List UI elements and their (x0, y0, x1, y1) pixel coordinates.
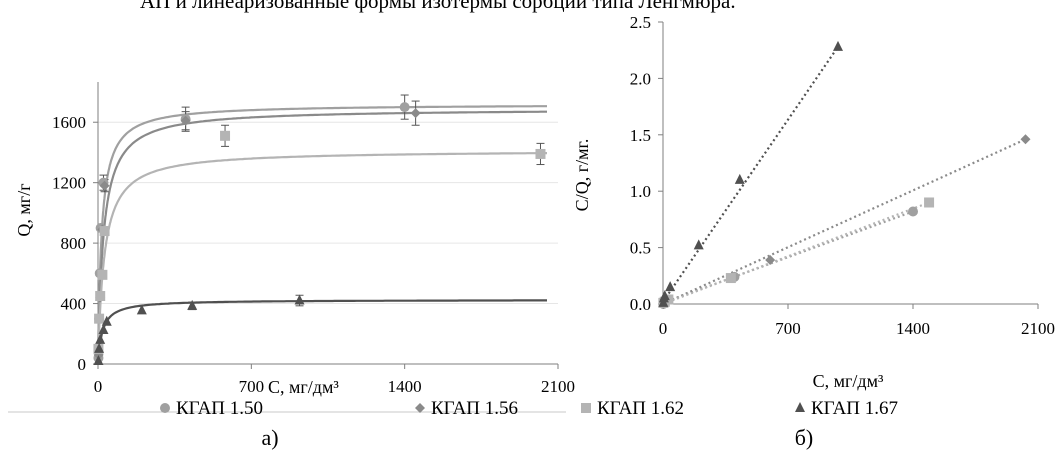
panel-a-label: а) (261, 425, 278, 450)
legend-label: КГАП 1.62 (597, 398, 684, 419)
a-data-point (95, 291, 105, 301)
legend-label: КГАП 1.56 (431, 398, 518, 419)
a-fit-curve (98, 106, 547, 364)
legend-item: КГАП 1.67 (795, 398, 898, 419)
b-x-tick-label: 2100 (1021, 319, 1055, 338)
a-data-point (100, 226, 110, 236)
b-data-point (924, 197, 934, 207)
b-data-point (908, 207, 918, 217)
b-data-point (833, 41, 843, 51)
a-y-tick-label: 400 (61, 295, 87, 314)
a-fit-curve (98, 112, 547, 364)
chart-b: 0.0 0.5 1.0 1.5 2.0 2.5 0 700 1400 2100 С/Q, г/мг… (572, 13, 1055, 450)
a-x-axis-label: С, мг/дм³ (268, 377, 339, 397)
a-data-point (94, 314, 104, 324)
a-y-tick-label: 1600 (52, 113, 86, 132)
b-y-tick-label: 2.0 (630, 69, 651, 88)
b-data-point (1021, 134, 1031, 144)
b-x-tick-label: 1400 (896, 319, 930, 338)
b-data-point (726, 273, 736, 283)
a-fit-curve (98, 153, 547, 364)
legend-item: КГАП 1.62 (581, 398, 684, 419)
a-data-point (97, 270, 107, 280)
a-data-point (535, 149, 545, 159)
b-y-tick-label: 1.5 (630, 126, 651, 145)
a-data-point (295, 295, 305, 305)
legend-marker (160, 403, 170, 413)
a-x-tick-label: 0 (94, 377, 103, 396)
b-data-point (694, 239, 704, 249)
legend-marker (795, 402, 805, 412)
a-fit-curve (98, 300, 547, 364)
b-y-tick-label: 0.0 (630, 295, 651, 314)
legend: КГАП 1.50 КГАП 1.56 КГАП 1.62 КГАП 1.67 (160, 398, 898, 419)
legend-item: КГАП 1.56 (415, 398, 518, 419)
a-data-point (187, 300, 197, 310)
a-data-point (400, 102, 410, 112)
legend-marker (581, 403, 591, 413)
chart-a: 0 400 800 1200 1600 0 700 1400 2100 Q, мг/г С, м… (14, 82, 575, 450)
legend-label: КГАП 1.50 (176, 398, 263, 419)
b-data-point (735, 174, 745, 184)
b-data-point (665, 281, 675, 291)
a-x-tick-label: 2100 (541, 377, 575, 396)
a-x-tick-label: 1400 (388, 377, 422, 396)
b-y-tick-label: 0.5 (630, 239, 651, 258)
a-y-tick-label: 800 (61, 234, 87, 253)
b-y-axis-label: С/Q, г/мг. (572, 139, 592, 212)
a-y-tick-label: 1200 (52, 174, 86, 193)
a-data-point (411, 108, 421, 118)
b-y-tick-label: 2.5 (630, 13, 651, 32)
a-data-point (220, 131, 230, 141)
a-data-point (95, 334, 105, 344)
a-x-tick-label: 700 (239, 377, 265, 396)
legend-item: КГАП 1.50 (160, 398, 263, 419)
b-x-axis-label: С, мг/дм³ (813, 371, 884, 391)
a-y-axis-label: Q, мг/г (14, 183, 34, 236)
b-y-tick-label: 1.0 (630, 182, 651, 201)
a-y-tick-label: 0 (78, 355, 87, 374)
b-x-tick-label: 0 (659, 319, 668, 338)
legend-label: КГАП 1.67 (811, 398, 898, 419)
panel-b-label: б) (795, 425, 814, 450)
b-x-tick-label: 700 (775, 319, 801, 338)
